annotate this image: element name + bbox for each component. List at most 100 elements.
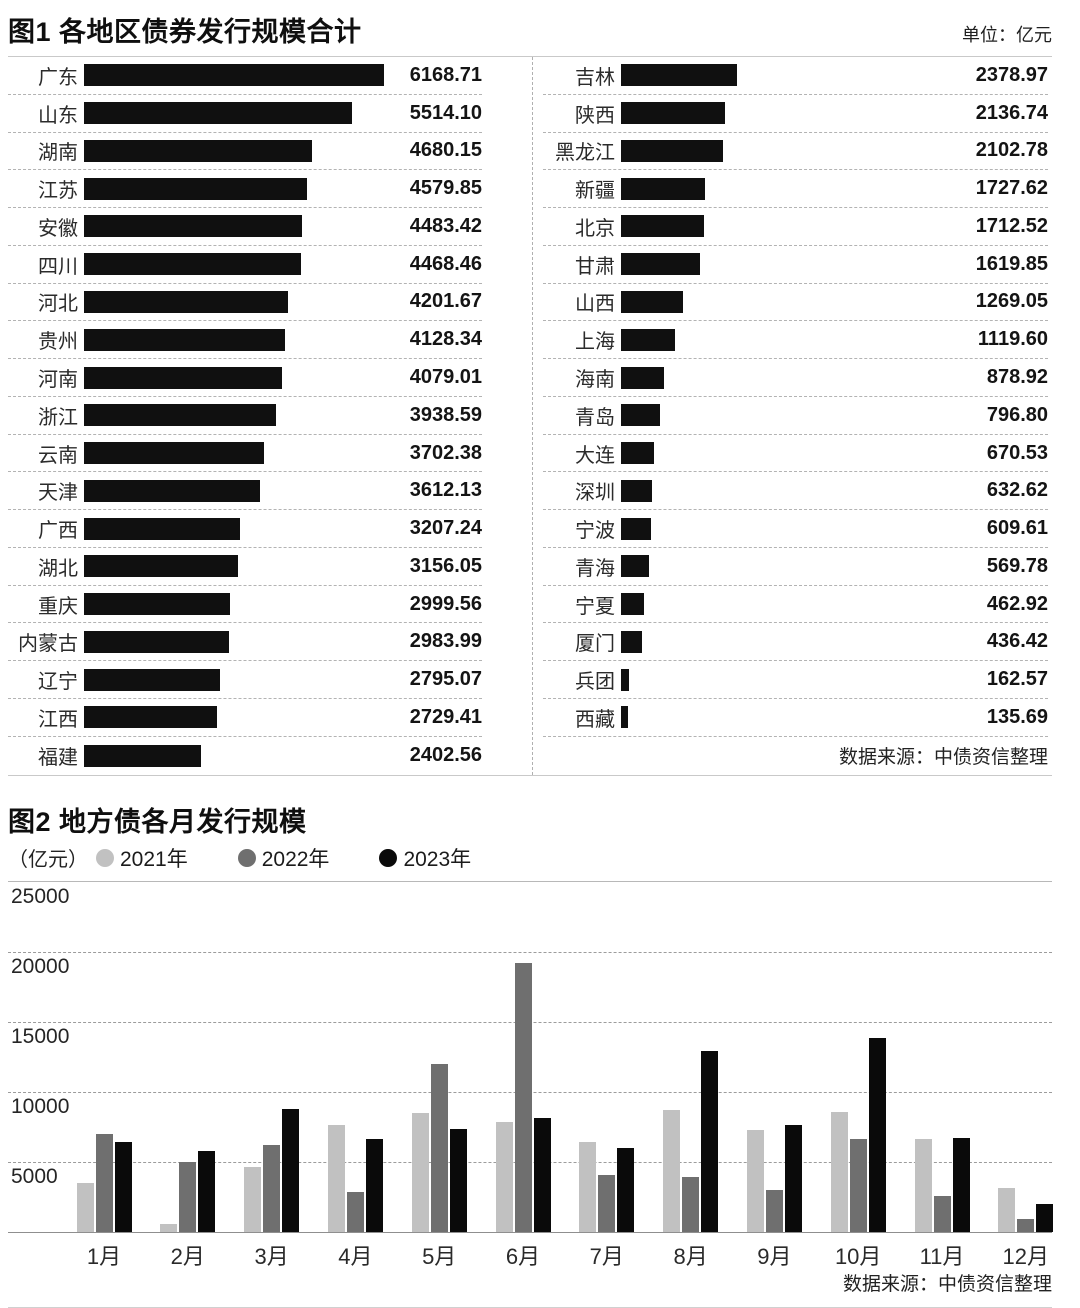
x-axis-label: 4月: [338, 1243, 373, 1269]
region-label: 云南: [38, 444, 78, 467]
region-bar: [84, 366, 283, 389]
region-label: 青海: [575, 557, 615, 580]
month-bar: [430, 1063, 448, 1232]
region-value: 2983.99: [409, 630, 482, 653]
region-bar: [84, 177, 307, 200]
chart1-header: 图1 各地区债券发行规模合计 单位：亿元: [8, 0, 1052, 56]
x-axis-label: 11月: [919, 1243, 965, 1269]
region-row: 河北 4201.67: [8, 284, 482, 322]
month-bar: [868, 1037, 886, 1232]
region-label: 辽宁: [38, 671, 78, 694]
month-bar: [95, 1133, 113, 1232]
bar-group: [327, 1124, 383, 1232]
region-bar: [84, 744, 201, 767]
region-row: 宁波 609.61: [543, 510, 1048, 548]
region-bar-track: [621, 442, 953, 465]
chart1-column-left: 广东 6168.71 山东 5514.10 湖南 4680.15 江苏 4579.85 安徽 44…: [8, 57, 532, 775]
region-label: 上海: [575, 331, 615, 354]
region-row: 青岛 796.80: [543, 397, 1048, 435]
region-row: 海南 878.92: [543, 359, 1048, 397]
chart2-section: 图2 地方债各月发行规模 （亿元） 2021年 2022年 2023年 25000 2…: [8, 800, 1054, 1295]
month-bar: [365, 1138, 383, 1232]
region-row: 山西 1269.05: [543, 284, 1048, 322]
region-label: 江西: [38, 708, 78, 731]
region-value: 162.57: [986, 668, 1048, 691]
region-row: 山东 5514.10: [8, 95, 482, 133]
region-bar: [84, 442, 265, 465]
region-value: 2378.97: [975, 63, 1048, 86]
month-bar: [411, 1112, 429, 1232]
region-label: 贵州: [38, 331, 78, 354]
region-bar-track: [84, 668, 387, 691]
region-bar: [84, 706, 217, 729]
legend-label: 2021年: [120, 847, 188, 871]
region-row: 北京 1712.52: [543, 208, 1048, 246]
chart1-unit-label: 单位：亿元: [962, 25, 1052, 45]
region-row: 河南 4079.01: [8, 359, 482, 397]
month-bar: [346, 1191, 364, 1232]
month-bar: [327, 1124, 345, 1232]
region-row: 广东 6168.71: [8, 57, 482, 95]
chart2-unit-label: （亿元）: [8, 849, 88, 872]
region-bar: [621, 630, 643, 653]
region-bar-track: [621, 366, 953, 389]
region-value: 462.92: [986, 592, 1048, 615]
chart2-legend-items: 2021年 2022年 2023年: [88, 843, 471, 873]
region-bar: [84, 630, 230, 653]
region-label: 宁夏: [575, 595, 615, 618]
chart2-legend: （亿元） 2021年 2022年 2023年: [8, 841, 1052, 875]
chart1-source: 数据来源：中债资信整理: [838, 747, 1048, 769]
region-row: 湖北 3156.05: [8, 548, 482, 586]
region-value: 3612.13: [409, 479, 482, 502]
region-value: 4483.42: [409, 214, 482, 237]
region-row: 天津 3612.13: [8, 472, 482, 511]
region-bar: [84, 215, 302, 238]
region-row: 浙江 3938.59: [8, 397, 482, 435]
region-bar: [84, 64, 384, 87]
region-value: 2402.56: [409, 744, 482, 767]
legend-item: 2022年: [237, 843, 329, 873]
region-bar: [621, 290, 683, 313]
month-bar: [765, 1189, 783, 1232]
bar-group: [998, 1187, 1054, 1232]
region-bar-track: [621, 253, 953, 276]
region-bar-track: [621, 706, 953, 729]
region-label: 内蒙古: [18, 633, 78, 656]
chart2-plot: 25000 20000 15000 10000 5000: [8, 880, 1054, 1233]
region-bar: [621, 177, 705, 200]
region-bar-track: [84, 630, 387, 653]
region-value: 2136.74: [975, 101, 1048, 124]
month-bar: [179, 1161, 197, 1232]
x-axis-label: 9月: [757, 1243, 792, 1269]
region-bar-track: [84, 290, 387, 313]
region-value: 6168.71: [409, 63, 482, 86]
region-bar: [84, 253, 302, 276]
region-value: 3702.38: [409, 441, 482, 464]
region-bar-track: [84, 64, 387, 87]
region-bar: [84, 593, 230, 616]
region-bar-track: [84, 479, 387, 502]
month-bar: [701, 1050, 719, 1232]
region-bar-track: [84, 404, 387, 427]
region-row: 重庆 2999.56: [8, 586, 482, 624]
region-label: 新疆: [575, 180, 615, 203]
month-bar: [998, 1187, 1016, 1232]
region-bar-track: [84, 139, 387, 162]
x-axis-label: 12月: [1002, 1243, 1050, 1269]
region-value: 2729.41: [409, 705, 482, 728]
x-axis-label: 7月: [589, 1243, 624, 1269]
region-value: 632.62: [986, 479, 1048, 502]
region-row: 江西 2729.41: [8, 699, 482, 737]
region-bar-track: [84, 593, 387, 616]
region-row: 内蒙古 2983.99: [8, 623, 482, 662]
region-row: 黑龙江 2102.78: [543, 133, 1048, 171]
region-bar-track: [621, 290, 953, 313]
region-value: 135.69: [986, 705, 1048, 728]
region-bar: [84, 479, 260, 502]
region-bar: [84, 668, 220, 691]
region-value: 1119.60: [977, 328, 1048, 351]
month-bar: [282, 1108, 300, 1232]
region-bar-track: [621, 64, 953, 87]
region-label: 广东: [38, 66, 78, 89]
legend-dot: [379, 848, 398, 867]
